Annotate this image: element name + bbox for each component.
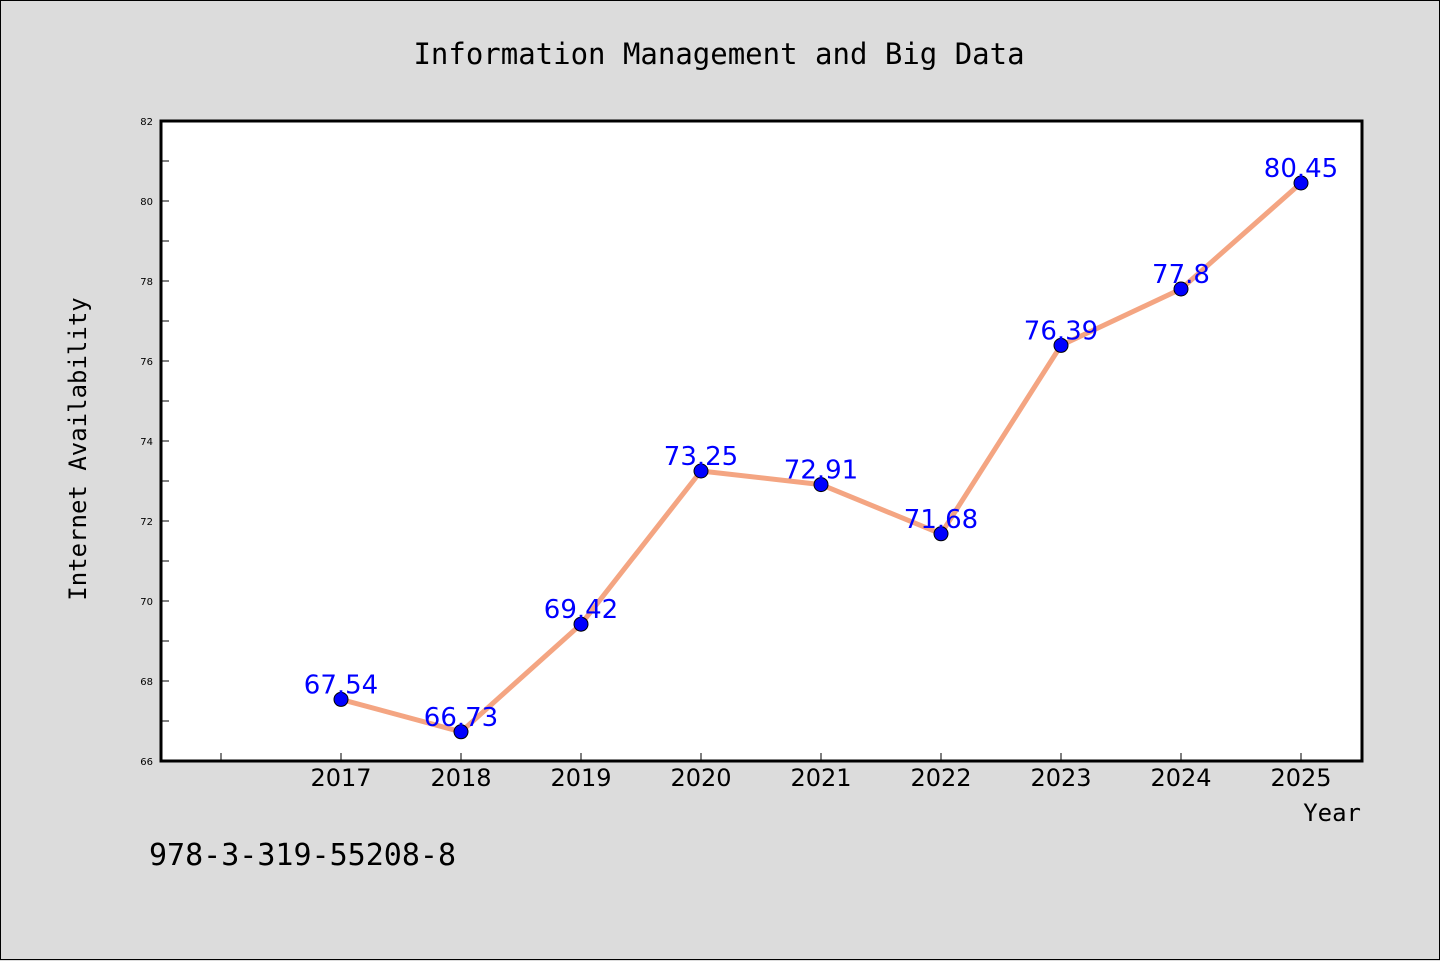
chart-title: Information Management and Big Data	[413, 37, 1024, 71]
data-label: 71.68	[904, 505, 978, 535]
y-tick-label: 80	[140, 197, 153, 208]
x-tick-label: 2022	[910, 764, 971, 792]
data-point	[453, 724, 469, 740]
y-axis: 66 68 70 72 74 76 78 80 82	[140, 117, 169, 768]
x-tick-label: 2019	[550, 764, 611, 792]
y-tick-label: 68	[140, 677, 153, 688]
x-axis: 2017 2018 2019 2020 2021 2022 2023 2024 2025	[220, 753, 1332, 792]
y-axis-label: Internet Availability	[64, 297, 92, 600]
data-point	[333, 691, 349, 707]
y-tick-label: 78	[140, 277, 153, 288]
y-tick-label: 72	[140, 517, 153, 528]
data-label: 67.54	[304, 670, 378, 700]
data-label-layer: 67.54 66.73 69.42 73.25 72.91 71.68 76.39 77.8 8…	[304, 154, 1338, 733]
data-label: 72.91	[784, 456, 858, 486]
x-tick-label: 2021	[790, 764, 851, 792]
x-axis-label: Year	[1303, 799, 1361, 827]
plot-area	[159, 119, 1364, 763]
y-tick-label: 76	[140, 357, 153, 368]
data-label: 76.39	[1024, 316, 1098, 346]
y-tick-label: 82	[140, 117, 153, 128]
data-point	[813, 477, 829, 493]
y-tick-label: 74	[140, 437, 153, 448]
data-point	[573, 616, 589, 632]
data-point	[1053, 337, 1069, 353]
y-tick-label: 70	[140, 597, 153, 608]
x-tick-label: 2018	[430, 764, 491, 792]
data-point	[693, 463, 709, 479]
data-label: 73.25	[664, 442, 738, 472]
data-point	[933, 526, 949, 542]
data-label: 80.45	[1264, 154, 1338, 184]
data-label: 69.42	[544, 595, 618, 625]
footer-isbn: 978-3-319-55208-8	[149, 838, 456, 873]
x-tick-label: 2024	[1150, 764, 1211, 792]
data-point	[1293, 175, 1309, 191]
y-tick-label: 66	[140, 757, 153, 768]
x-tick-label: 2023	[1030, 764, 1091, 792]
series-layer	[333, 175, 1309, 740]
data-label: 66.73	[424, 703, 498, 733]
x-tick-label: 2020	[670, 764, 731, 792]
x-tick-label: 2025	[1270, 764, 1331, 792]
data-label: 77.8	[1152, 260, 1210, 290]
x-tick-label: 2017	[310, 764, 371, 792]
data-point	[1173, 281, 1189, 297]
